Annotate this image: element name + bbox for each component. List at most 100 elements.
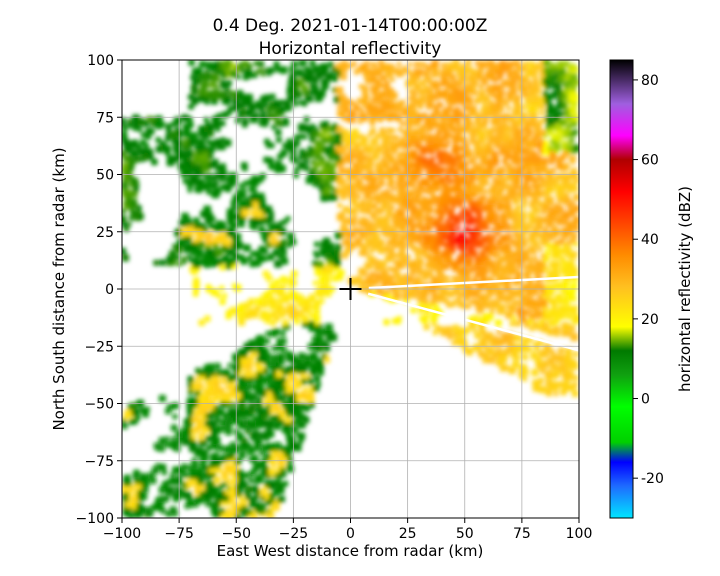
- echo-cell: [503, 133, 512, 141]
- echo-cell: [225, 452, 233, 460]
- echo-cell: [263, 216, 271, 224]
- echo-cell: [260, 111, 266, 117]
- echo-cell: [486, 69, 491, 75]
- echo-cell: [527, 154, 535, 162]
- echo-cell: [286, 143, 294, 152]
- echo-cell: [314, 269, 322, 276]
- echo-cell: [158, 395, 166, 402]
- echo-cell: [485, 86, 491, 91]
- echo-cell: [441, 232, 449, 241]
- echo-cell: [319, 248, 327, 256]
- echo-cell: [478, 181, 485, 188]
- echo-cell: [569, 208, 577, 215]
- echo-cell: [435, 286, 441, 291]
- echo-cell: [307, 377, 313, 382]
- echo-cell: [561, 325, 568, 332]
- echo-cell: [350, 232, 357, 238]
- echo-cell: [506, 213, 513, 220]
- echo-cell: [561, 140, 567, 145]
- echo-cell: [528, 337, 533, 343]
- echo-cell: [483, 313, 491, 321]
- echo-cell: [272, 390, 281, 399]
- echo-cell: [560, 366, 568, 375]
- echo-cell: [274, 166, 282, 174]
- echo-cell: [396, 154, 402, 160]
- echo-cell: [357, 119, 363, 124]
- echo-cell: [290, 435, 296, 441]
- echo-cell: [248, 470, 255, 477]
- echo-cell: [427, 226, 433, 232]
- echo-cell: [225, 176, 232, 183]
- echo-cell: [159, 463, 167, 471]
- echo-cell: [391, 226, 397, 233]
- echo-cell: [136, 143, 142, 150]
- echo-cell: [549, 363, 558, 371]
- echo-cell: [523, 321, 530, 328]
- echo-cell: [358, 267, 366, 275]
- echo-cell: [451, 184, 457, 191]
- echo-cell: [570, 65, 579, 74]
- echo-cell: [539, 72, 545, 78]
- echo-cell: [456, 226, 461, 231]
- echo-cell: [256, 335, 265, 343]
- echo-cell: [188, 502, 194, 508]
- echo-cell: [450, 166, 456, 171]
- echo-cell: [530, 104, 538, 112]
- echo-cell: [214, 486, 220, 492]
- echo-cell: [476, 208, 483, 215]
- echo-cell: [181, 426, 187, 432]
- echo-cell: [297, 123, 306, 131]
- echo-cell: [454, 183, 463, 191]
- echo-cell: [313, 147, 322, 155]
- echo-cell: [458, 330, 465, 337]
- echo-cell: [257, 254, 265, 263]
- echo-cell: [514, 108, 522, 116]
- echo-cell: [259, 451, 265, 456]
- echo-cell: [208, 413, 215, 420]
- echo-cell: [215, 466, 222, 473]
- echo-cell: [254, 438, 262, 447]
- echo-cell: [494, 222, 500, 228]
- echo-cell: [295, 379, 303, 387]
- echo-cell: [571, 305, 578, 312]
- echo-cell: [445, 218, 450, 223]
- echo-cell: [410, 205, 418, 212]
- echo-cell: [226, 507, 231, 513]
- echo-cell: [127, 202, 135, 209]
- echo-cell: [537, 200, 543, 206]
- echo-cell: [469, 121, 474, 126]
- echo-cell: [561, 260, 568, 267]
- echo-cell: [406, 230, 413, 237]
- echo-cell: [389, 247, 395, 253]
- echo-cell: [218, 494, 226, 502]
- echo-cell: [422, 95, 428, 101]
- echo-cell: [280, 331, 286, 336]
- echo-cell: [492, 93, 497, 99]
- echo-cell: [263, 122, 268, 128]
- echo-cell: [449, 98, 457, 106]
- echo-cell: [194, 390, 201, 397]
- echo-cell: [474, 332, 481, 339]
- echo-cell: [483, 189, 488, 194]
- echo-cell: [227, 106, 234, 112]
- echo-cell: [203, 205, 211, 214]
- echo-cell: [492, 84, 500, 92]
- echo-cell: [462, 149, 469, 155]
- echo-cell: [268, 468, 276, 476]
- echo-cell: [555, 216, 562, 223]
- echo-cell: [553, 391, 559, 397]
- echo-cell: [508, 263, 516, 271]
- echo-cell: [476, 72, 484, 80]
- echo-cell: [468, 256, 473, 262]
- echo-cell: [209, 453, 217, 460]
- echo-cell: [429, 247, 435, 253]
- echo-cell: [289, 72, 297, 80]
- echo-cell: [390, 92, 398, 100]
- echo-cell: [445, 222, 452, 229]
- echo-cell: [318, 283, 325, 290]
- echo-cell: [263, 352, 270, 359]
- echo-cell: [505, 113, 511, 119]
- echo-cell: [226, 227, 232, 232]
- echo-cell: [320, 177, 327, 183]
- echo-cell: [318, 183, 325, 190]
